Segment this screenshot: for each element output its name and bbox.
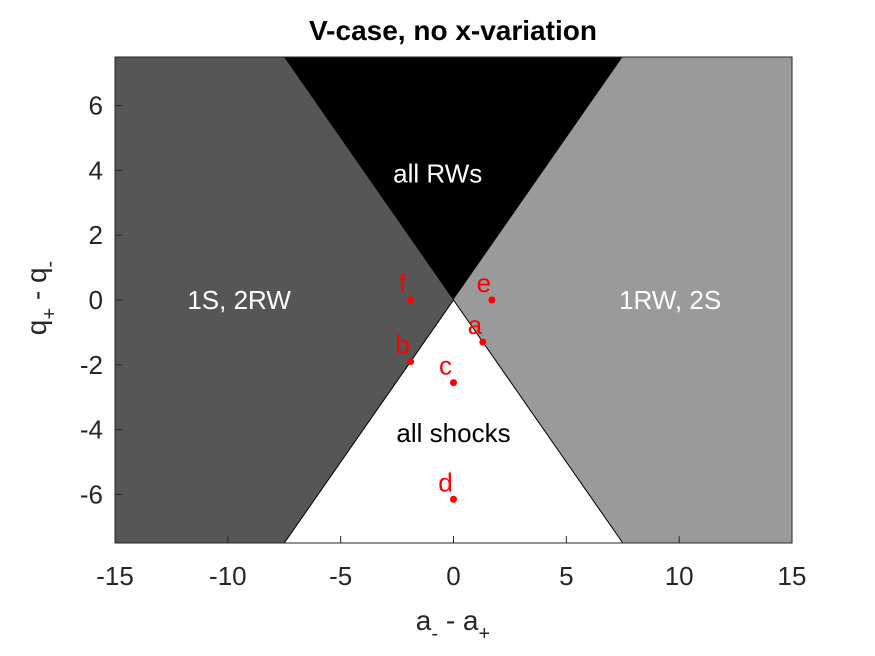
point-a [479, 338, 487, 346]
x-tick-label-0: -15 [96, 561, 134, 591]
y-tick-label-4: 2 [89, 220, 103, 250]
chart-title: V-case, no x-variation [309, 15, 597, 46]
x-tick-label-3: 0 [446, 561, 460, 591]
point-label-e: e [477, 268, 491, 298]
y-label-sub2: - [39, 261, 61, 268]
point-label-c: c [439, 351, 452, 381]
y-axis-label: q+ - q- [21, 261, 61, 335]
point-d [450, 495, 457, 503]
y-label-main: q [21, 320, 52, 336]
x-label-main: a [416, 605, 432, 636]
y-tick-label-0: -6 [80, 479, 103, 509]
region-label-1: all RWs [393, 159, 482, 189]
x-tick-label-2: -5 [329, 561, 352, 591]
region-label-2: 1RW, 2S [619, 285, 721, 315]
region-label-3: all shocks [396, 418, 510, 448]
point-f [407, 296, 415, 304]
y-tick-label-1: -4 [80, 415, 103, 445]
x-label-sub1: - [431, 623, 438, 645]
y-tick-label-6: 6 [89, 91, 103, 121]
point-label-a: a [468, 310, 483, 340]
point-label-b: b [395, 330, 409, 360]
x-label-sub2: + [479, 623, 491, 645]
x-tick-label-1: -10 [209, 561, 247, 591]
x-tick-label-4: 5 [559, 561, 573, 591]
point-c [450, 379, 457, 387]
y-tick-label-5: 4 [89, 155, 103, 185]
point-label-d: d [438, 467, 452, 497]
x-tick-label-5: 10 [665, 561, 694, 591]
x-label-mid: - a [438, 605, 479, 636]
region-label-0: 1S, 2RW [187, 285, 291, 315]
y-label-sub1: + [39, 308, 61, 320]
points: a bc d e f [395, 268, 496, 503]
y-tick-label-2: -2 [80, 350, 103, 380]
y-tick-label-3: 0 [89, 285, 103, 315]
x-tick-label-6: 15 [778, 561, 807, 591]
y-ticks: -6 -4 -2 0 2 4 6 [80, 91, 122, 509]
x-ticks: -15 -10 -5 0 5 10 15 [96, 536, 806, 591]
point-e [488, 296, 496, 304]
y-label-mid: - q [21, 267, 52, 307]
point-b [407, 358, 415, 366]
point-label-f: f [399, 268, 407, 298]
regions: 1S, 2RW all RWs 1RW, 2S all shocks [114, 56, 793, 544]
x-axis-label: a- - a+ [416, 605, 490, 645]
